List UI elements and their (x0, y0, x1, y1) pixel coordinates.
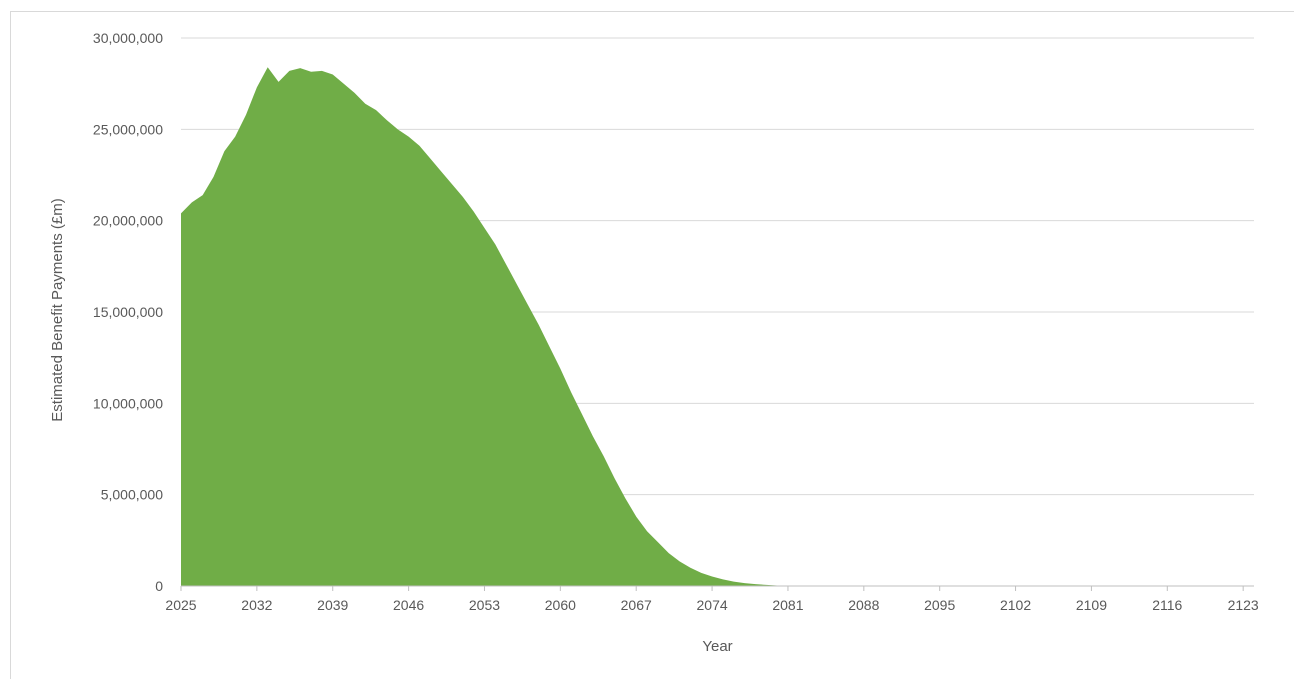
x-tick-label: 2095 (924, 597, 955, 613)
x-tick-label: 2074 (697, 597, 728, 613)
y-tick-label: 5,000,000 (101, 487, 163, 503)
x-tick-label: 2109 (1076, 597, 1107, 613)
chart-frame (10, 11, 1294, 679)
x-axis-title: Year (702, 638, 732, 655)
x-tick-labels: 2025 2032 2039 2046 2053 2060 2067 2074 2081 2088… (165, 586, 1259, 613)
x-tick-label: 2081 (772, 597, 803, 613)
y-tick-label: 30,000,000 (93, 30, 163, 46)
y-tick-label: 10,000,000 (93, 395, 163, 411)
y-tick-label: 15,000,000 (93, 304, 163, 320)
x-tick-label: 2053 (469, 597, 500, 613)
y-tick-label: 25,000,000 (93, 121, 163, 137)
y-axis-title: Estimated Benefit Payments (£m) (49, 198, 66, 421)
area-fill (181, 67, 1254, 586)
x-tick-label: 2088 (848, 597, 879, 613)
x-tick-label: 2116 (1152, 597, 1182, 613)
area-series (181, 67, 1254, 586)
x-tick-label: 2025 (165, 597, 196, 613)
x-tick-label: 2060 (545, 597, 576, 613)
x-tick-label: 2032 (241, 597, 272, 613)
x-tick-label: 2039 (317, 597, 348, 613)
x-tick-label: 2046 (393, 597, 424, 613)
y-tick-label: 20,000,000 (93, 213, 163, 229)
x-tick-label: 2067 (621, 597, 652, 613)
x-tick-label: 2123 (1228, 597, 1259, 613)
x-tick-label: 2102 (1000, 597, 1031, 613)
gridlines (181, 37, 1254, 496)
y-tick-label: 0 (155, 578, 163, 594)
y-tick-labels: 0 5,000,000 10,000,000 15,000,000 20,000,000… (93, 30, 163, 594)
